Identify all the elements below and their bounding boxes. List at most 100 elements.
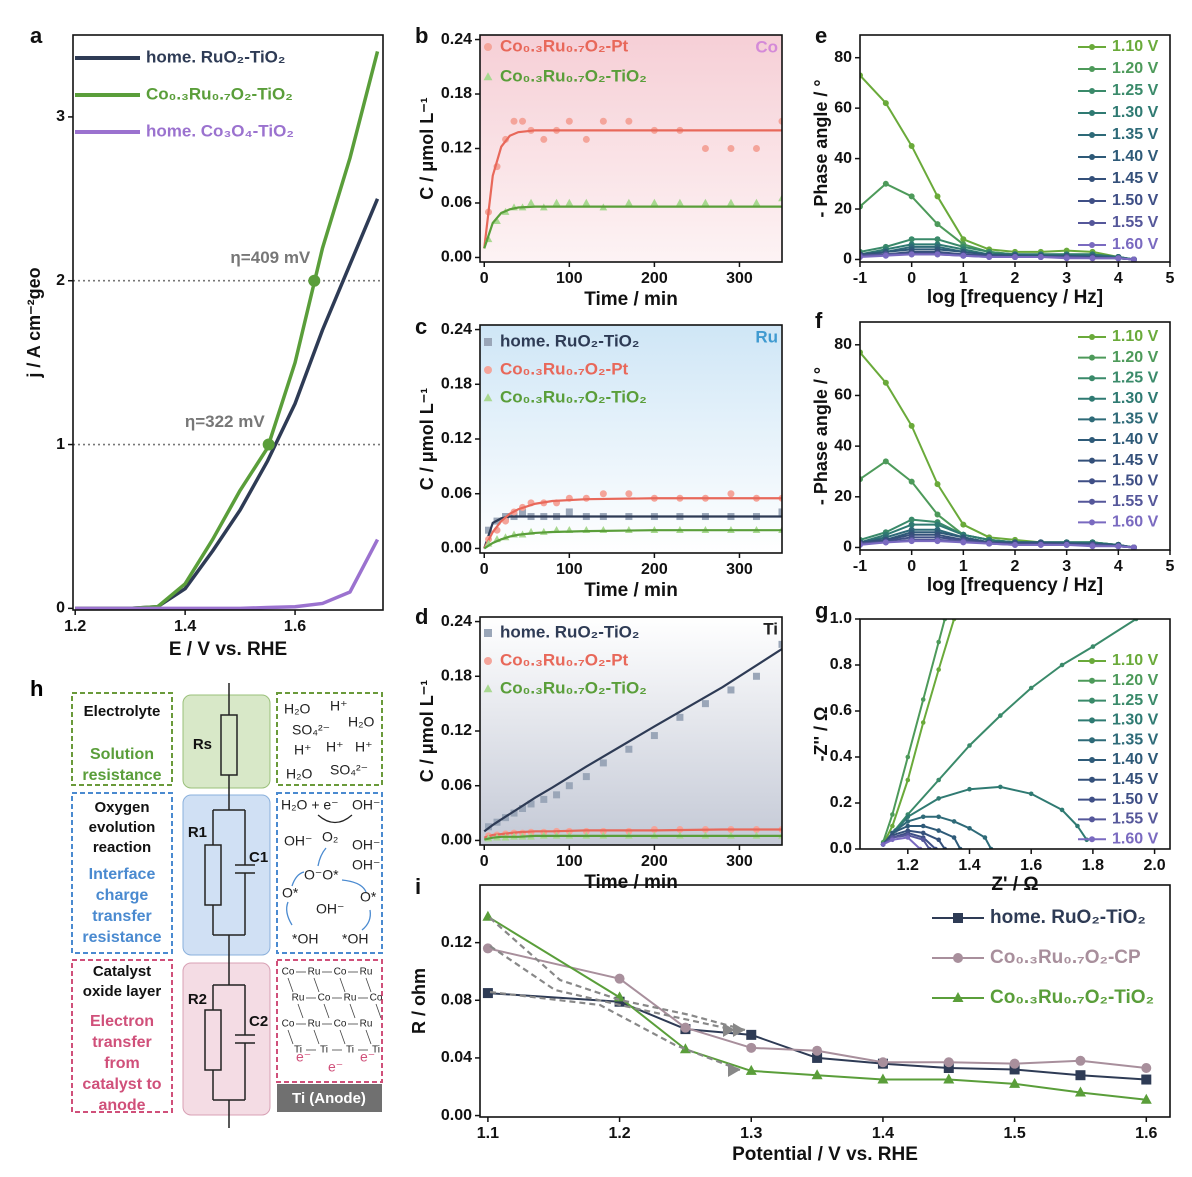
legend-label: 1.40 V <box>1112 431 1159 448</box>
legend-label: Co₀.₃Ru₀.₇O₂-TiO₂ <box>146 84 293 103</box>
y-tick-label: 80 <box>834 49 852 66</box>
row-subtitle: resistance <box>82 929 161 946</box>
legend-marker <box>1089 498 1095 505</box>
legend-marker <box>484 338 492 346</box>
marker <box>882 252 889 259</box>
legend-marker <box>483 684 493 693</box>
series-line <box>860 74 1134 261</box>
marker <box>680 1022 691 1033</box>
x-tick-label: 5 <box>1166 270 1175 287</box>
marker <box>908 521 915 528</box>
marker <box>934 481 941 488</box>
legend-marker <box>484 43 492 51</box>
y-tick-label: 0 <box>843 539 852 556</box>
marker <box>778 117 782 125</box>
series-line <box>487 947 1147 1070</box>
marker <box>934 251 941 258</box>
legend-marker <box>483 393 493 402</box>
marker <box>882 100 889 107</box>
marker <box>553 791 561 799</box>
x-axis-label: log [frequency / Hz] <box>927 575 1103 596</box>
marker <box>890 837 895 843</box>
x-tick-label: 0 <box>480 561 489 578</box>
bond <box>313 977 320 993</box>
bond <box>297 1003 304 1019</box>
y-tick-label: 60 <box>834 387 852 404</box>
legend-label: Co₀.₃Ru₀.₇O₂-TiO₂ <box>500 387 647 406</box>
wire <box>212 683 246 1128</box>
series-line <box>75 538 380 610</box>
marker <box>960 539 967 546</box>
row-subtitle: Interface <box>89 866 156 883</box>
x-tick-label: 0 <box>907 270 916 287</box>
legend-marker <box>484 366 492 374</box>
legend-marker <box>1089 677 1095 684</box>
legend-label: Co₀.₃Ru₀.₇O₂-TiO₂ <box>500 678 647 697</box>
legend-label: 1.40 V <box>1112 751 1159 768</box>
marker <box>880 842 886 847</box>
legend-label: 1.55 V <box>1112 214 1159 231</box>
bond <box>339 977 346 993</box>
legend-marker <box>953 913 963 923</box>
legend-label: Co₀.₃Ru₀.₇O₂-Pt <box>500 36 629 55</box>
legend-label: Co₀.₃Ru₀.₇O₂-TiO₂ <box>500 66 647 85</box>
legend-label: 1.35 V <box>1112 731 1159 748</box>
lattice-atom: Co <box>282 967 295 978</box>
marker <box>676 198 684 206</box>
resistor <box>204 1009 222 1071</box>
y-tick-label: 0.2 <box>830 794 852 811</box>
marker <box>625 490 633 498</box>
marker <box>778 194 782 202</box>
marker <box>1075 1055 1086 1066</box>
plot-frame <box>859 618 1171 850</box>
intermediate: OH⁻ <box>352 857 380 873</box>
bond <box>313 1029 320 1045</box>
marker <box>485 526 493 534</box>
x-tick-label: 300 <box>726 561 753 578</box>
lattice-atom: Co <box>318 993 331 1004</box>
bond <box>365 1029 372 1045</box>
marker <box>565 782 573 790</box>
legend-label: 1.35 V <box>1112 411 1159 428</box>
circuit <box>204 683 255 1128</box>
marker <box>493 216 501 224</box>
marker <box>1141 1063 1152 1074</box>
marker <box>1059 807 1065 813</box>
y-tick-label: 0.24 <box>441 321 472 338</box>
marker <box>519 117 527 125</box>
marker <box>1075 823 1080 829</box>
x-tick-label: 1.6 <box>1020 857 1042 874</box>
marker <box>934 538 941 545</box>
x-tick-label: 1 <box>959 270 968 287</box>
legend-marker <box>1089 416 1095 423</box>
marker <box>519 805 527 813</box>
marker <box>908 478 915 485</box>
marker <box>1089 543 1096 550</box>
marker <box>908 236 915 243</box>
bond <box>349 1003 356 1019</box>
marker <box>565 198 574 206</box>
legend-label: home. Co₃O₄-TiO₂ <box>146 121 294 140</box>
lattice-atom: Ru <box>308 1019 321 1030</box>
legend-marker <box>1089 110 1095 116</box>
y-axis-label: C / μmol L⁻¹ <box>417 680 437 783</box>
y-tick-label: 40 <box>834 150 852 167</box>
legend-label: 1.60 V <box>1112 830 1159 847</box>
corner-label: Ti <box>763 619 778 638</box>
row-subtitle: resistance <box>82 767 161 784</box>
y-tick-label: 60 <box>834 99 852 116</box>
legend-marker <box>1089 737 1095 744</box>
intermediate: *OH <box>342 931 368 947</box>
marker <box>1009 1077 1021 1088</box>
lattice-atom: Ti <box>320 1045 328 1056</box>
marker <box>882 180 889 187</box>
x-tick-label: 1.5 <box>1003 1125 1025 1142</box>
fit-line <box>483 529 782 550</box>
species: H⁺ <box>294 742 312 758</box>
marker <box>1063 541 1070 548</box>
marker <box>934 511 941 518</box>
row-subtitle: Electron <box>90 1013 154 1030</box>
anode-label: Ti (Anode) <box>292 1090 366 1107</box>
plot-area <box>483 490 782 550</box>
y-tick-label: 20 <box>834 488 852 505</box>
